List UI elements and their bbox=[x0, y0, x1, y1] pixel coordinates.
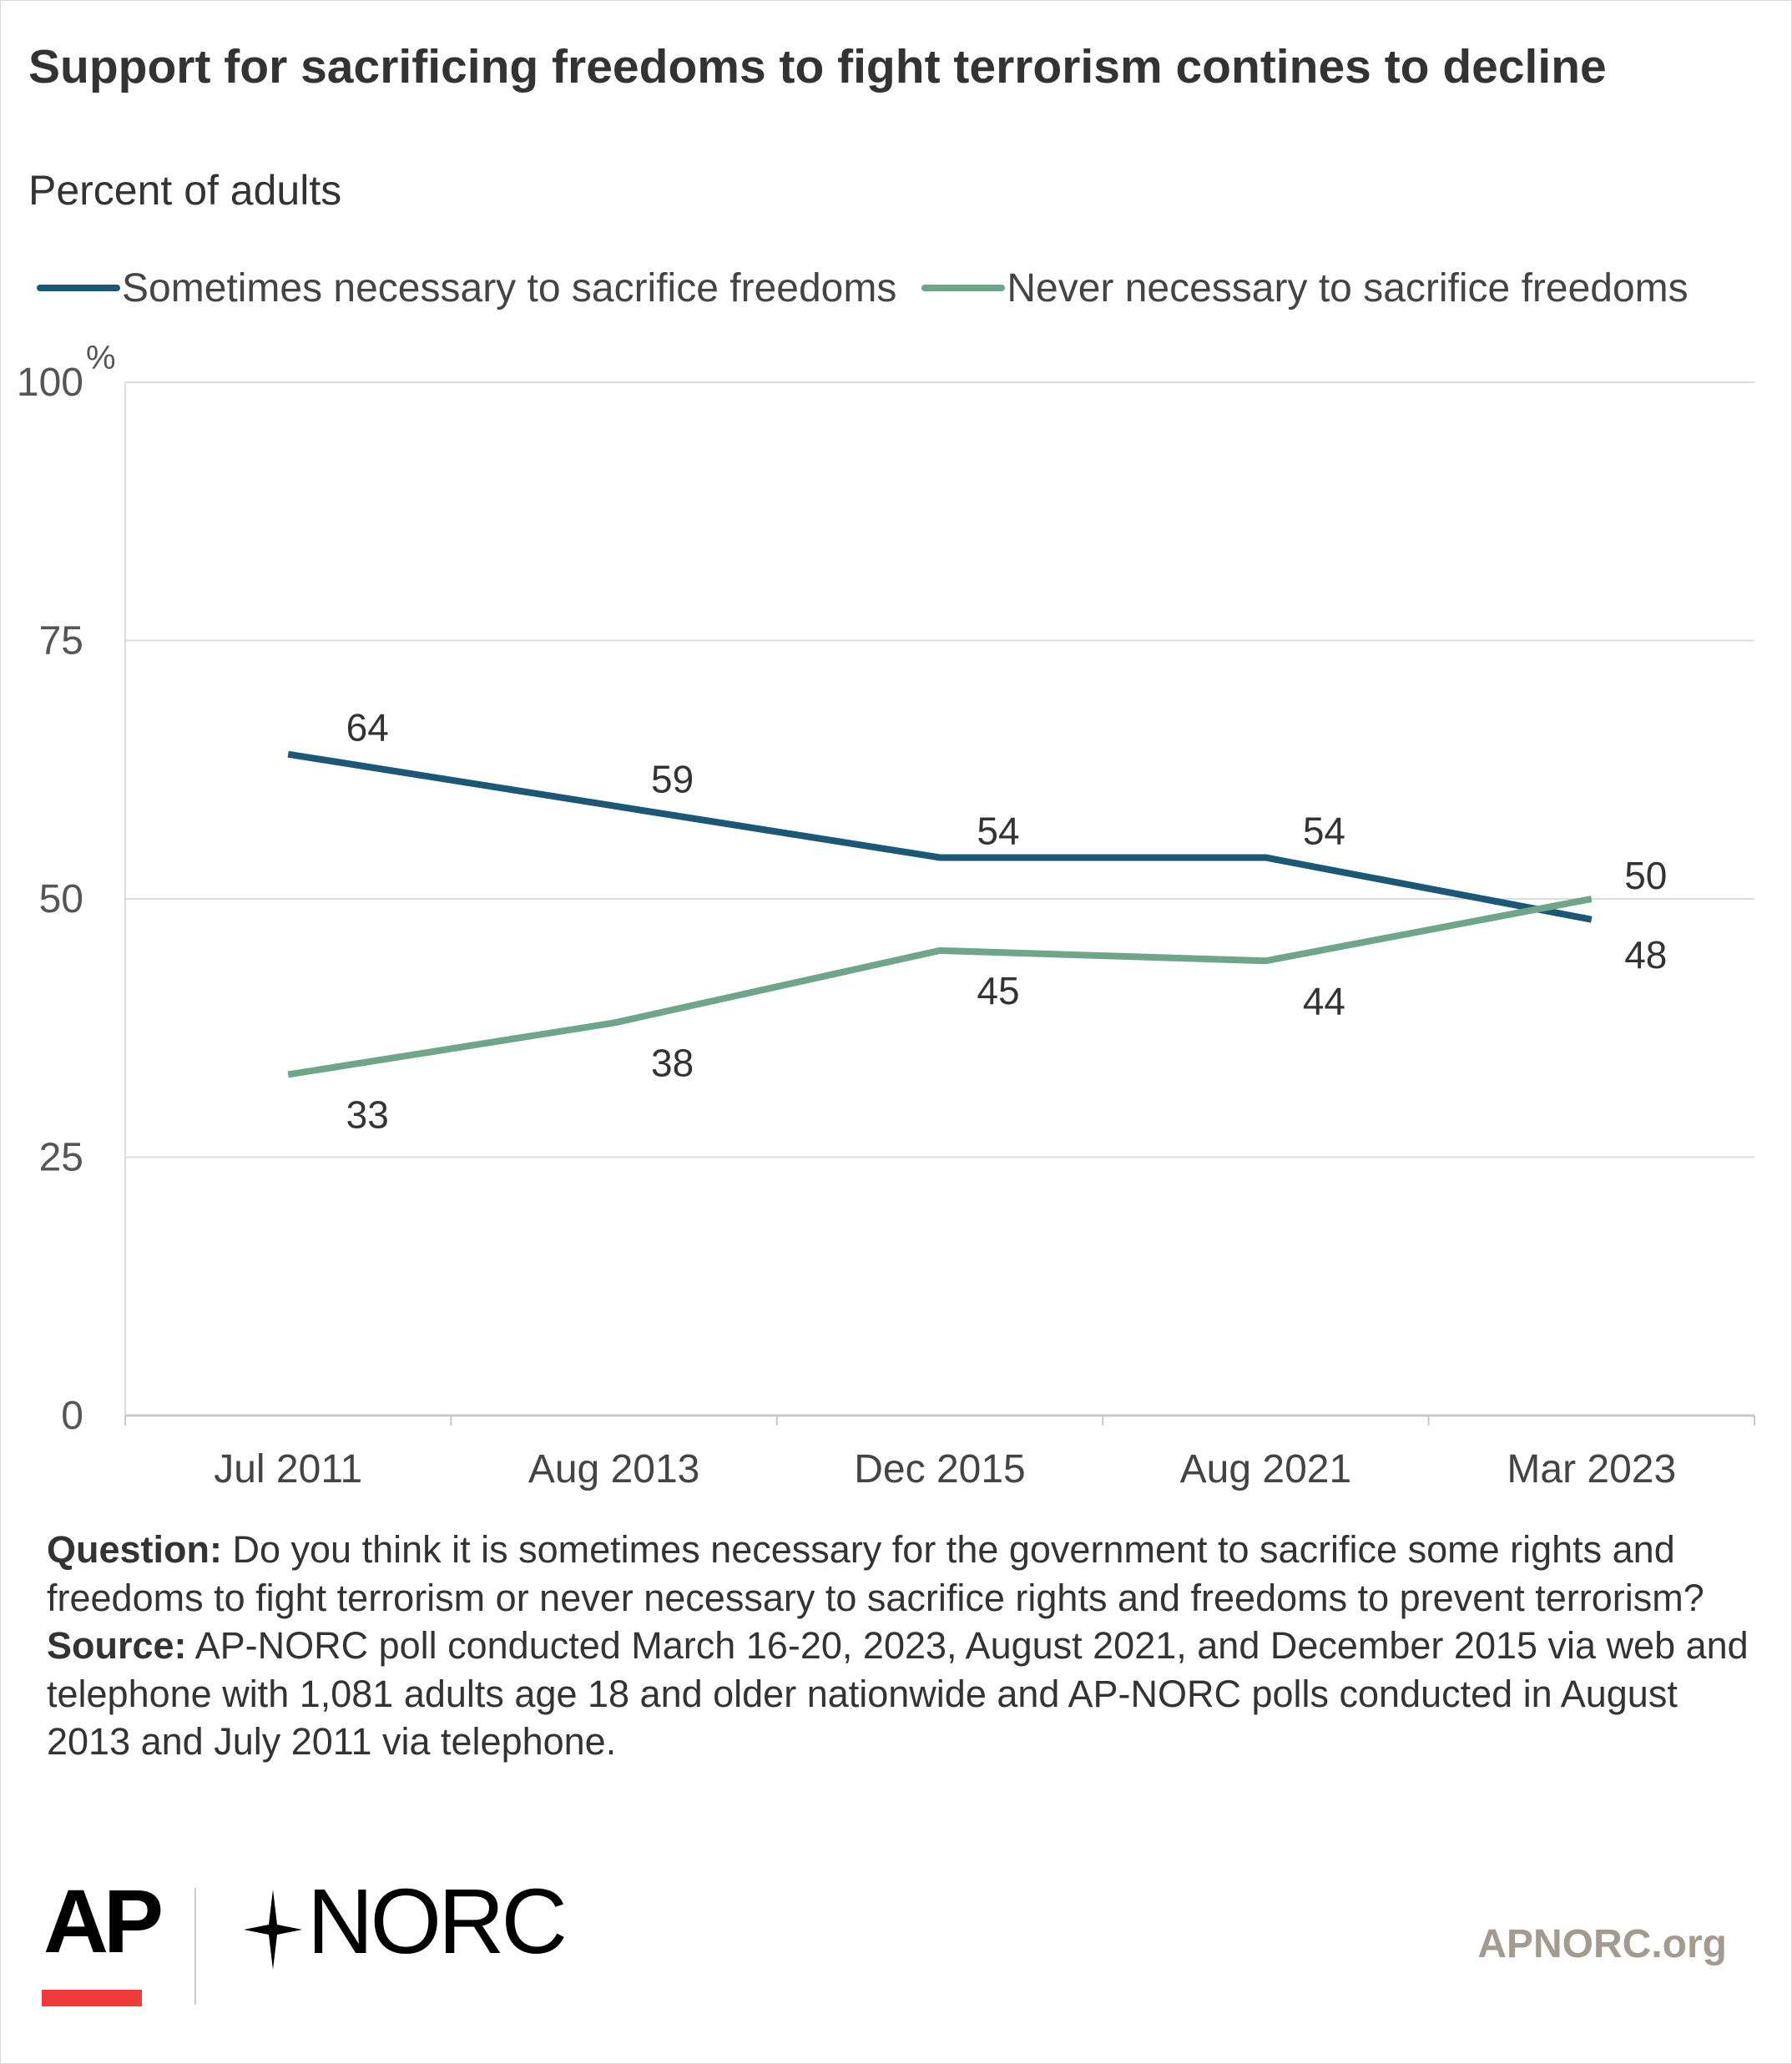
data-label: 59 bbox=[651, 758, 694, 801]
x-tick-label: Aug 2013 bbox=[528, 1447, 700, 1491]
series-line-sometimes bbox=[287, 750, 1593, 923]
x-tick-label: Dec 2015 bbox=[854, 1447, 1025, 1491]
question-label: Question: bbox=[47, 1528, 222, 1571]
y-tick-label-100: 100 bbox=[17, 361, 83, 405]
data-label: 44 bbox=[1303, 979, 1345, 1022]
y-tick-label-25: 25 bbox=[39, 1136, 83, 1180]
data-label: 33 bbox=[346, 1093, 389, 1136]
chart-title: Support for sacrificing freedoms to figh… bbox=[28, 40, 1607, 93]
legend-item-sometimes: Sometimes necessary to sacrifice freedom… bbox=[37, 265, 896, 311]
line-chart: 0 25 50 75 100% Jul 2011 Aug 2013 Dec 2015 Aug 2… bbox=[17, 340, 1755, 1491]
question-note: Question: Do you think it is sometimes n… bbox=[47, 1526, 1766, 1622]
data-label: 54 bbox=[1303, 809, 1345, 852]
legend-label-sometimes: Sometimes necessary to sacrifice freedom… bbox=[122, 265, 897, 310]
x-tick-label: Mar 2023 bbox=[1507, 1447, 1676, 1491]
x-tick-label: Jul 2011 bbox=[214, 1447, 362, 1491]
data-label: 64 bbox=[346, 706, 389, 749]
logo-divider bbox=[194, 1888, 196, 2005]
norc-logo: NORC bbox=[307, 1870, 568, 1973]
chart-subtitle: Percent of adults bbox=[28, 167, 342, 214]
y-tick-label-50: 50 bbox=[39, 877, 83, 921]
data-label: 50 bbox=[1624, 854, 1667, 897]
y-tick-label-0: 0 bbox=[61, 1394, 83, 1438]
series-line-never bbox=[287, 896, 1593, 1078]
source-note: Source: AP-NORC poll conducted March 16-… bbox=[47, 1622, 1766, 1766]
norc-star-icon bbox=[244, 1890, 302, 1970]
y-unit-label: % bbox=[86, 340, 116, 376]
data-label: 38 bbox=[651, 1042, 694, 1085]
legend-label-never: Never necessary to sacrifice freedoms bbox=[1007, 265, 1689, 310]
legend: Sometimes necessary to sacrifice freedom… bbox=[37, 263, 1714, 313]
legend-swatch-never bbox=[921, 285, 1006, 291]
data-label: 48 bbox=[1624, 933, 1667, 976]
question-text: Do you think it is sometimes necessary f… bbox=[47, 1528, 1704, 1619]
x-tick-label: Aug 2021 bbox=[1180, 1447, 1352, 1491]
site-link[interactable]: APNORC.org bbox=[1477, 1922, 1727, 1966]
y-tick-label-75: 75 bbox=[39, 619, 83, 664]
ap-logo: AP bbox=[43, 1870, 164, 1971]
ap-logo-bar bbox=[42, 1990, 142, 2006]
data-label: 54 bbox=[977, 809, 1019, 852]
legend-swatch-sometimes bbox=[37, 285, 120, 291]
source-text: AP-NORC poll conducted March 16-20, 2023… bbox=[47, 1624, 1749, 1763]
data-label: 45 bbox=[977, 969, 1019, 1012]
chart-notes: Question: Do you think it is sometimes n… bbox=[47, 1526, 1766, 1766]
source-label: Source: bbox=[47, 1624, 187, 1667]
legend-item-never: Never necessary to sacrifice freedoms bbox=[921, 265, 1689, 311]
